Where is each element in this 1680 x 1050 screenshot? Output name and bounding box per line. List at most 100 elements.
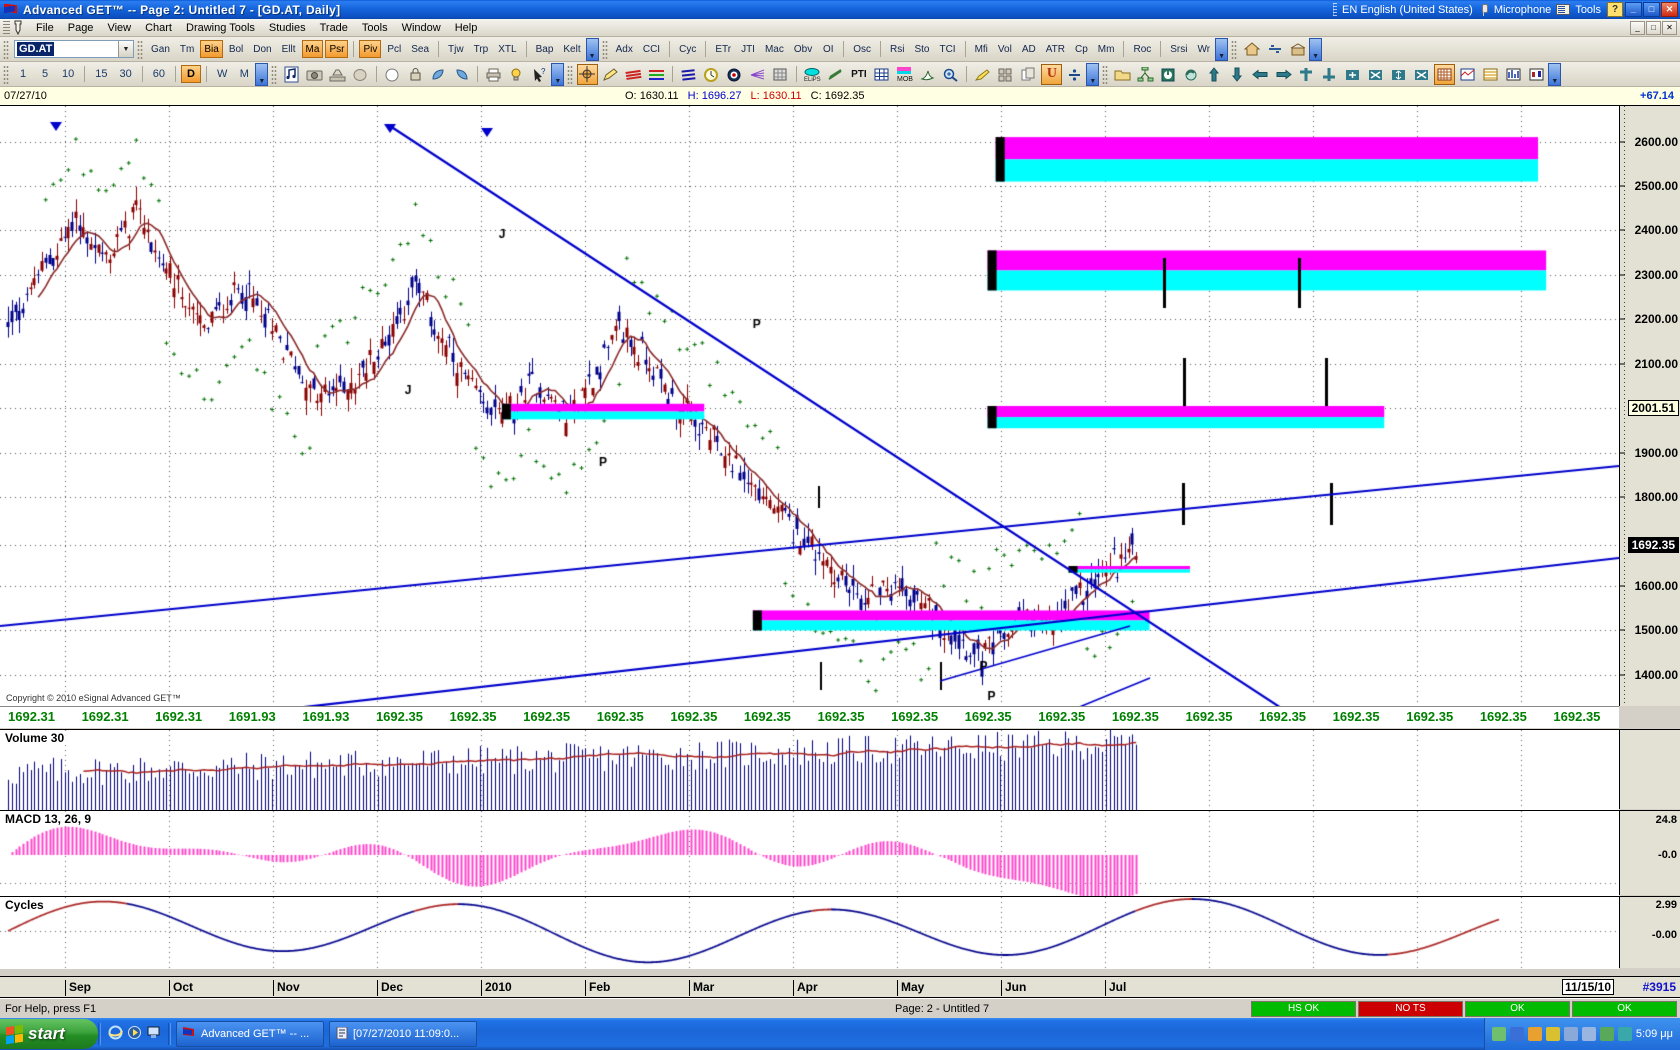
study-button-sto[interactable]: Sto [914,43,930,55]
pages-icon[interactable] [1018,64,1039,85]
q-icon[interactable] [1563,1027,1578,1041]
study-button-pcl[interactable]: Pcl [387,43,402,55]
nav-scroll-handle[interactable]: ▼ [1548,62,1562,86]
timeframe-button-D[interactable]: D [181,65,201,83]
network-icon[interactable] [1135,64,1156,85]
mdi-close-button[interactable]: ✕ [1662,20,1677,35]
study-button-don[interactable]: Don [253,43,272,55]
divide-icon[interactable] [1064,64,1085,85]
chevron-down-icon[interactable]: ▼ [118,41,133,57]
volume-pane[interactable]: Volume 30 [0,729,1619,810]
compress-h-icon[interactable] [1319,64,1340,85]
drag-grip-icon[interactable] [1332,3,1337,16]
study-button-ma[interactable]: Ma [301,40,324,58]
menu-drawing-tools[interactable]: Drawing Tools [186,21,255,34]
timeframe-button-5[interactable]: 5 [41,68,49,80]
candles-icon[interactable] [1526,64,1547,85]
ie-icon[interactable] [108,1025,123,1043]
indicators-scroll-handle[interactable]: ▼ [1215,37,1229,61]
table-icon[interactable] [871,64,892,85]
clock-cycle-icon[interactable] [701,64,722,85]
close-button[interactable]: ✕ [1661,2,1678,17]
help-bulb-icon[interactable] [506,64,527,85]
chart-house-icon[interactable] [1287,39,1308,60]
system-tray[interactable]: 5:09 μμ [1483,1018,1680,1050]
study-button-oi[interactable]: OI [822,43,834,55]
target-icon[interactable] [724,64,745,85]
arrow-down-icon[interactable] [1227,64,1248,85]
study-button-cp[interactable]: Cp [1075,43,1088,55]
lock-icon[interactable] [405,64,426,85]
study-button-tm[interactable]: Tm [179,43,195,55]
studies-toolbar-grip-icon[interactable] [137,39,143,59]
tools-icon[interactable] [1556,4,1571,15]
study-button-psr[interactable]: Psr [325,40,349,58]
chart-lines-icon[interactable] [1457,64,1478,85]
pencil-icon[interactable] [600,64,621,85]
shield-icon[interactable] [1545,1027,1560,1041]
compress-x-icon[interactable] [1365,64,1386,85]
extra-scroll-handle[interactable]: ▼ [1309,37,1323,61]
compress-v-icon[interactable] [1411,64,1432,85]
tools2-grip-icon[interactable] [567,64,574,84]
symbol-input[interactable]: GD.AT ▼ [14,40,134,58]
study-button-bia[interactable]: Bia [200,40,223,58]
menu-chart[interactable]: Chart [145,21,172,34]
study-button-roc[interactable]: Roc [1133,43,1152,55]
home-icon[interactable] [1241,39,1262,60]
bar-chart-icon[interactable] [1503,64,1524,85]
circle-target-icon[interactable] [1158,64,1179,85]
menu-help[interactable]: Help [454,21,478,34]
help-cursor-icon[interactable]: ? [529,64,550,85]
start-button[interactable]: start [0,1019,98,1049]
date-axis[interactable]: 11/15/10 #3915 Sep Oct Nov Dec 2010 Feb Mar Apr… [0,976,1680,998]
mob-icon[interactable]: MOB [894,64,915,85]
study-button-cci[interactable]: CCI [642,43,661,55]
arrow-up-icon[interactable] [1204,64,1225,85]
study-button-obv[interactable]: Obv [793,43,813,55]
microphone-icon[interactable] [1478,3,1489,16]
studies-scroll-handle[interactable]: ▼ [585,37,599,61]
macd-pane[interactable]: MACD 13, 26, 9 [0,810,1619,896]
study-button-kelt[interactable]: Kelt [563,43,581,55]
study-button-wr[interactable]: Wr [1197,43,1211,55]
circle-white-icon[interactable] [382,64,403,85]
language-bar[interactable]: EN English (United States) Microphone To… [1327,0,1607,19]
shift-left-right-icon[interactable] [1342,64,1363,85]
study-button-ellt[interactable]: Ellt [281,43,296,55]
extra-toolbar-grip-icon[interactable] [1231,39,1238,59]
timeframe-button-10[interactable]: 10 [62,68,75,80]
expand-h-icon[interactable] [1296,64,1317,85]
leaf-left-icon[interactable] [428,64,449,85]
timeframe-button-30[interactable]: 30 [119,68,132,80]
pti-icon[interactable]: PTI [851,68,867,80]
quick-launch[interactable] [101,1019,168,1049]
chart-area[interactable]: Copyright © 2010 eSignal Advanced GET™ 2… [0,106,1680,976]
drawing-scroll-handle[interactable]: ▼ [551,62,565,86]
price-pane[interactable]: Copyright © 2010 eSignal Advanced GET™ [0,106,1619,706]
refresh-icon[interactable] [1181,64,1202,85]
menu-studies[interactable]: Studies [268,21,306,34]
study-button-adx[interactable]: Adx [615,43,633,55]
study-button-xtl[interactable]: XTL [498,43,517,55]
timeframe-scroll-handle[interactable]: ▼ [255,62,269,86]
arrow-right-icon[interactable] [1273,64,1294,85]
arrow-left-icon[interactable] [1250,64,1271,85]
chain-icon[interactable] [1264,39,1285,60]
study-button-bol[interactable]: Bol [228,43,244,55]
u-icon[interactable]: U [1041,63,1063,85]
timeframe-button-M[interactable]: M [239,68,249,80]
drawing-grip-icon[interactable] [271,64,278,84]
timeframe-button-1[interactable]: 1 [19,68,27,80]
timeframe-button-60[interactable]: 60 [152,68,165,80]
parallel-lines-icon[interactable] [646,64,667,85]
study-button-piv[interactable]: Piv [359,40,382,58]
menu-file[interactable]: File [36,21,54,34]
desktop-icon[interactable] [146,1025,161,1043]
menu-tools[interactable]: Tools [361,21,388,34]
screen-icon[interactable] [1581,1027,1596,1041]
study-button-sea[interactable]: Sea [411,43,430,55]
taskbar-item-document[interactable]: [07/27/2010 11:09:0... [329,1021,477,1047]
print-icon[interactable] [483,64,504,85]
study-button-atr[interactable]: ATR [1045,43,1065,55]
